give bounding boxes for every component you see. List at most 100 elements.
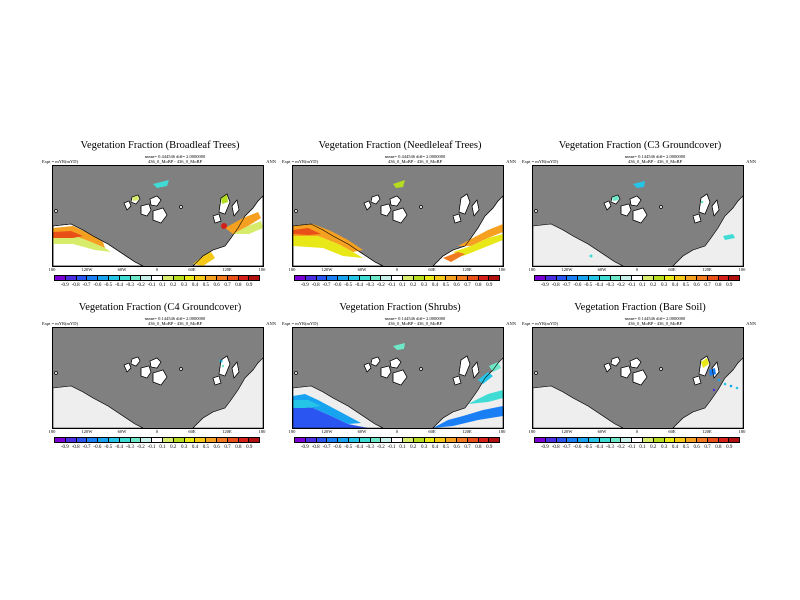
map-frame: 60N30N030S60S	[292, 327, 504, 429]
colorbar-label: -0.9	[300, 445, 309, 450]
colorbar-label: 0.5	[202, 283, 209, 288]
colorbar-swatch	[338, 276, 349, 280]
colorbar-label: -0.9	[300, 283, 309, 288]
colorbar-swatch	[227, 438, 239, 442]
map-frame: 60N30N030S60S	[292, 165, 504, 267]
colorbar-swatch	[599, 276, 611, 280]
colorbar-label: -0.4	[355, 445, 364, 450]
land-border	[533, 355, 743, 428]
lon-tick-label: 120W	[81, 267, 93, 272]
lon-tick-label: 60E	[428, 267, 436, 272]
colorbar-swatch	[98, 276, 109, 280]
lon-tick-label: 120W	[81, 429, 93, 434]
lon-tick-label: 180	[498, 429, 506, 434]
panel-expt: Expt = mYR(mYD)	[522, 159, 559, 164]
colorbar-labels: -0.9 -0.8 -0.7 -0.6 -0.5 -0.4 -0.3 -0.2 -0.1 0.1 0…	[534, 283, 740, 288]
colorbar-label: -0.4	[595, 283, 604, 288]
land-border	[533, 193, 743, 266]
colorbar-label: 0.2	[650, 283, 657, 288]
colorbar-label: 0.4	[431, 283, 439, 288]
colorbar-swatch	[87, 438, 99, 442]
colorbar-swatch	[545, 438, 557, 442]
colorbar-label: 0.6	[213, 283, 220, 288]
lon-tick-label: 0	[155, 429, 159, 434]
colorbar-label: 0.6	[693, 283, 700, 288]
colorbar-swatch	[295, 438, 306, 442]
colorbar-swatch	[206, 438, 217, 442]
colorbar-label: 0.9	[246, 445, 253, 450]
colorbar-label: -0.9	[540, 283, 549, 288]
colorbar-swatch	[327, 276, 339, 280]
colorbar-swatch	[456, 438, 468, 442]
map-panel-c4: Vegetation Fraction (C4 Groundcover) mean…	[40, 302, 280, 452]
colorbar	[54, 275, 260, 281]
colorbar	[294, 437, 500, 443]
colorbar-swatch	[642, 438, 654, 442]
colorbar-label: -0.2	[616, 283, 625, 288]
colorbar-label: 0.6	[213, 445, 220, 450]
map-svg	[53, 328, 263, 428]
colorbar-swatch	[402, 438, 414, 442]
colorbar-label: 0.4	[191, 445, 199, 450]
colorbar-label: -0.8	[551, 445, 560, 450]
map-panel-shrubs: Vegetation Fraction (Shrubs) mean= 0.1445…	[280, 302, 520, 452]
colorbar-swatch	[55, 276, 66, 280]
map-panel-broadleaf: Vegetation Fraction (Broadleaf Trees) mea…	[40, 140, 280, 290]
lon-tick-label: 60W	[117, 429, 127, 434]
colorbar-swatch	[295, 276, 306, 280]
panel-title: Vegetation Fraction (Shrubs)	[339, 302, 461, 313]
colorbar-label: -0.4	[595, 445, 604, 450]
colorbar-swatch	[108, 276, 120, 280]
colorbar-swatch	[478, 438, 490, 442]
colorbar-swatch	[653, 276, 665, 280]
colorbar-label: -0.8	[311, 445, 320, 450]
colorbar-label: -0.3	[125, 445, 134, 450]
colorbar-swatch	[184, 438, 196, 442]
colorbar-label: -0.6	[93, 283, 102, 288]
panel-expt: Expt = mYR(mYD)	[42, 159, 79, 164]
colorbar-label: -0.1	[387, 445, 396, 450]
vegetation-overlay	[293, 180, 503, 262]
panel-stats: mean= 0.444546 diff= 2.0000000	[144, 154, 206, 159]
colorbar-swatch	[305, 438, 317, 442]
lon-tick-label: 180	[258, 429, 266, 434]
map-panel-baresoil: Vegetation Fraction (Bare Soil) mean= 0.1…	[520, 302, 760, 452]
colorbar-swatch	[381, 276, 393, 280]
lon-tick-label: 180	[738, 267, 746, 272]
panel-case: 436_0_MoBP - 436_0_MoBP	[627, 321, 683, 326]
lon-tick-label: 60E	[668, 267, 676, 272]
panel-season: ANN	[746, 321, 756, 326]
panel-season: ANN	[506, 159, 516, 164]
panel-case: 436_0_MoBP - 436_0_MoBP	[387, 159, 443, 164]
colorbar-swatch	[535, 438, 546, 442]
colorbar-label: -0.5	[344, 445, 353, 450]
colorbar-label: -0.2	[616, 445, 625, 450]
colorbar-labels: -0.9 -0.8 -0.7 -0.6 -0.5 -0.4 -0.3 -0.2 -0.1 0.1 0…	[294, 283, 500, 288]
map-svg	[533, 328, 743, 428]
panel-stats: mean= 0.144546 diff= 2.0000000	[144, 316, 206, 321]
colorbar-swatch	[370, 276, 382, 280]
panel-stats: mean= 0.144546 diff= 2.0000000	[384, 316, 446, 321]
colorbar-swatch	[556, 438, 568, 442]
colorbar-swatch	[370, 438, 382, 442]
colorbar-label: -0.7	[82, 283, 91, 288]
colorbar-swatch	[65, 276, 77, 280]
colorbar-swatch	[305, 276, 317, 280]
lon-tick-label: 0	[155, 267, 159, 272]
panel-title: Vegetation Fraction (Needleleaf Trees)	[318, 140, 482, 151]
colorbar-label: -0.5	[104, 283, 113, 288]
colorbar-label: -0.9	[540, 445, 549, 450]
colorbar-label: 0.2	[170, 445, 177, 450]
panel-title: Vegetation Fraction (Bare Soil)	[574, 302, 706, 313]
colorbar-label: 0.2	[170, 283, 177, 288]
colorbar-swatch	[359, 438, 371, 442]
panel-title: Vegetation Fraction (Broadleaf Trees)	[80, 140, 240, 151]
colorbar-swatch	[249, 276, 260, 280]
lon-tick-label: 120W	[321, 267, 333, 272]
lon-tick-label: 180	[288, 267, 296, 272]
map-panel-needleleaf: Vegetation Fraction (Needleleaf Trees) me…	[280, 140, 520, 290]
colorbar-label: 0.8	[475, 283, 482, 288]
colorbar-swatch	[119, 276, 131, 280]
panel-expt: Expt = mYR(mYD)	[282, 159, 319, 164]
lon-tick-label: 120W	[321, 429, 333, 434]
